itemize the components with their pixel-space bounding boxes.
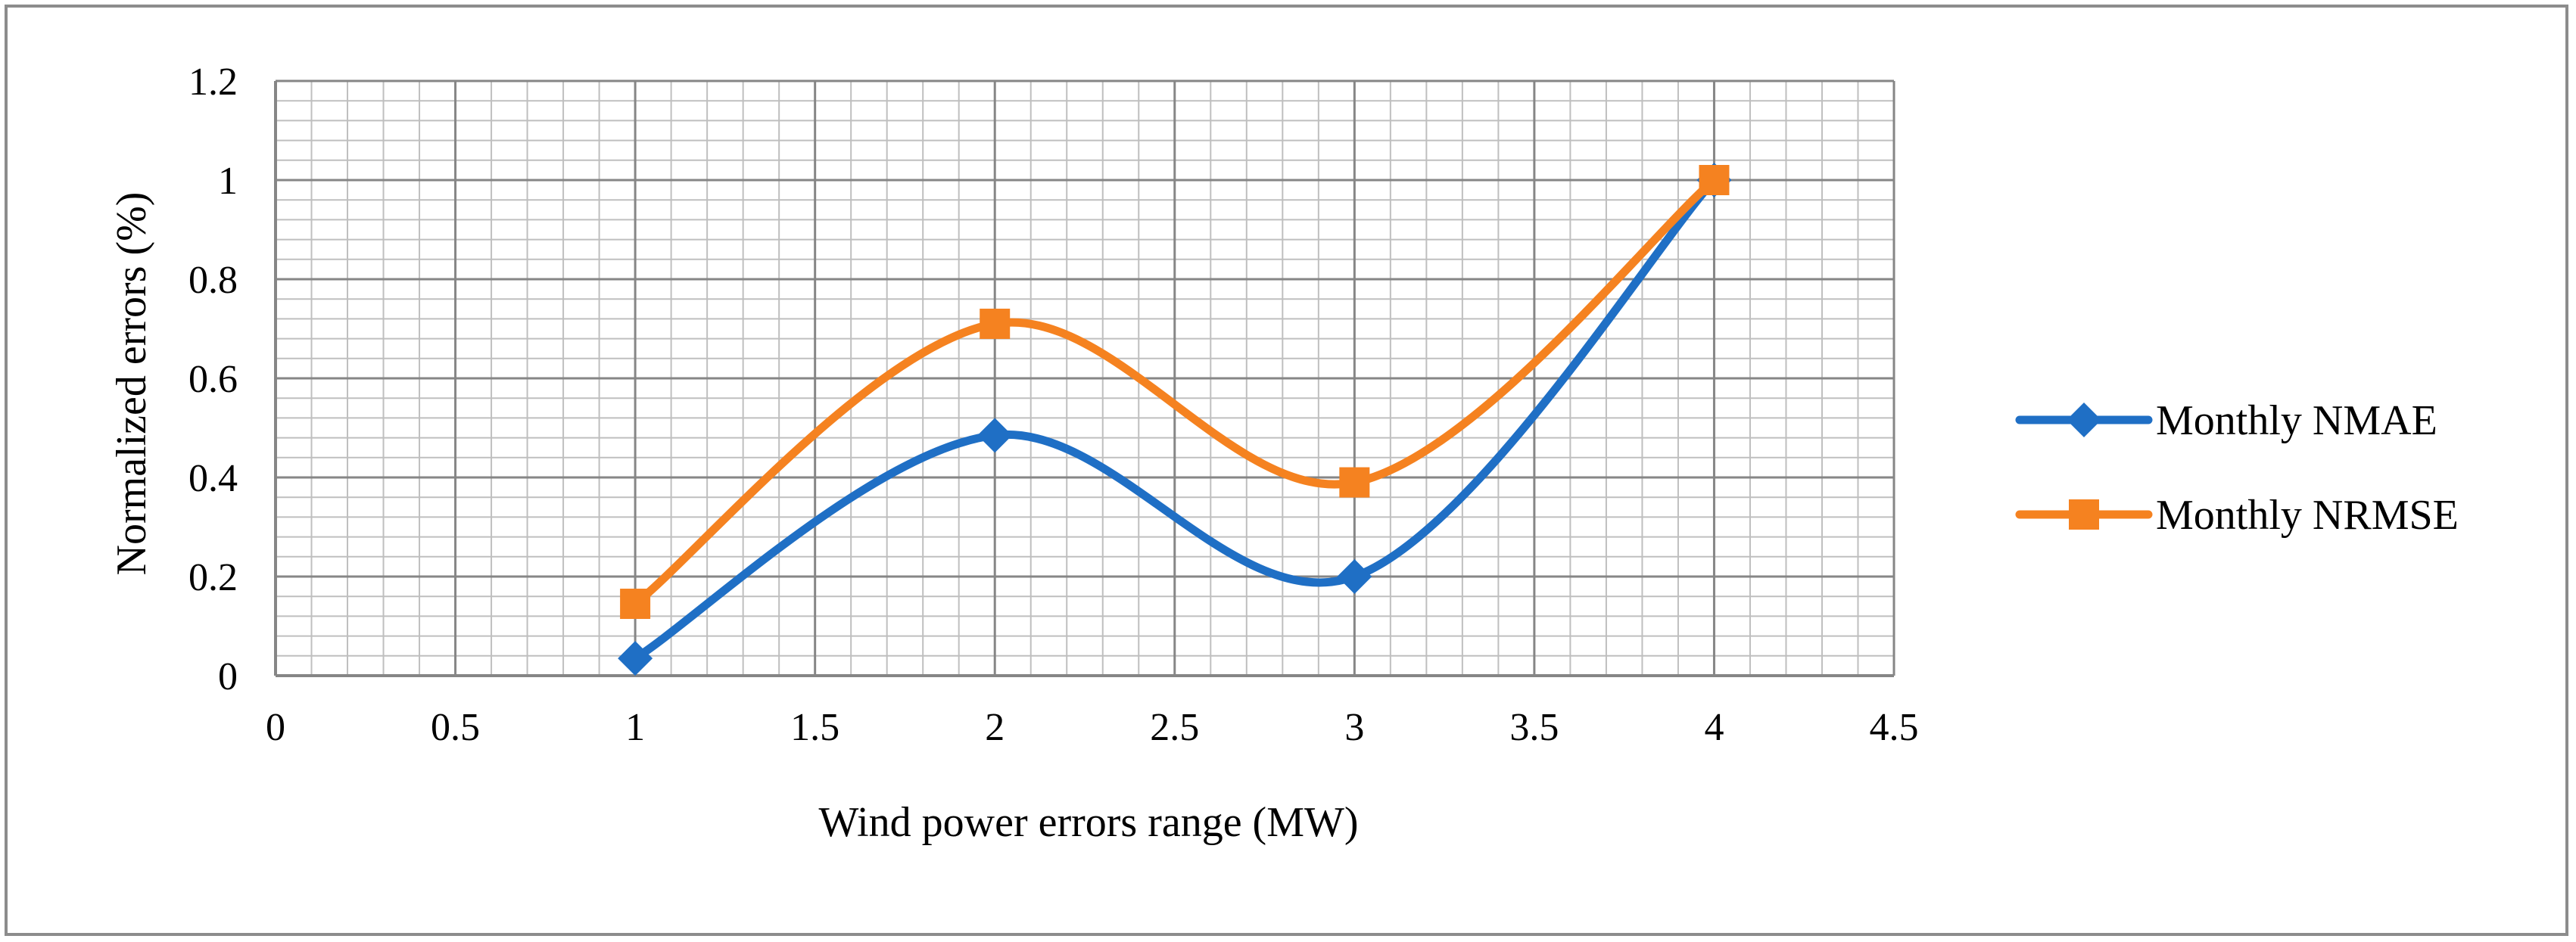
y-tick-label: 0.6 <box>188 358 238 401</box>
legend-entry-monthly-nmae: Monthly NMAE <box>2015 397 2437 444</box>
x-tick-label: 3 <box>1344 706 1364 749</box>
x-tick-label: 1.5 <box>790 706 839 749</box>
x-axis-tick-labels: 0 0.5 1 1.5 2 2.5 3 3.5 4 4.5 <box>266 706 1919 749</box>
series-monthly-nrmse <box>620 165 1730 620</box>
x-tick-label: 4.5 <box>1870 706 1919 749</box>
data-point-monthly-nrmse <box>980 308 1011 339</box>
data-point-monthly-nmae <box>618 641 653 676</box>
series-line-monthly-nmae <box>631 176 1718 663</box>
major-gridlines <box>274 79 1895 677</box>
data-point-monthly-nrmse <box>620 589 651 620</box>
y-tick-label: 1.2 <box>188 61 238 104</box>
data-point-monthly-nrmse <box>1339 467 1370 498</box>
legend-label-monthly-nrmse: Monthly NRMSE <box>2156 492 2459 539</box>
y-tick-label: 0 <box>218 655 238 698</box>
y-tick-label: 0.8 <box>188 259 238 302</box>
x-axis-title: Wind power errors range (MW) <box>818 799 1358 846</box>
x-tick-label: 1 <box>625 706 645 749</box>
x-tick-label: 0.5 <box>431 706 480 749</box>
y-tick-label: 1 <box>218 160 238 203</box>
data-point-monthly-nmae <box>1337 559 1372 594</box>
y-tick-label: 0.2 <box>188 556 238 599</box>
x-tick-label: 2.5 <box>1150 706 1199 749</box>
y-axis-tick-labels: 0 0.2 0.4 0.6 0.8 1 1.2 <box>188 61 238 698</box>
data-point-monthly-nrmse <box>1699 165 1730 195</box>
x-tick-label: 0 <box>266 706 285 749</box>
legend-marker-monthly-nrmse <box>2069 499 2099 530</box>
legend-entry-monthly-nrmse: Monthly NRMSE <box>2015 492 2459 539</box>
legend-marker-monthly-nmae <box>2067 403 2101 437</box>
data-point-monthly-nmae <box>977 418 1013 453</box>
y-tick-label: 0.4 <box>188 457 238 500</box>
series-line-monthly-nrmse <box>631 176 1718 608</box>
legend-label-monthly-nmae: Monthly NMAE <box>2156 397 2437 444</box>
x-tick-label: 3.5 <box>1509 706 1559 749</box>
legend: Monthly NMAE Monthly NRMSE <box>2015 397 2459 539</box>
x-tick-label: 4 <box>1704 706 1724 749</box>
series-layer <box>618 163 1732 676</box>
axes <box>274 81 1894 677</box>
x-tick-label: 2 <box>985 706 1005 749</box>
y-axis-title: Normalized errors (%) <box>108 192 155 576</box>
